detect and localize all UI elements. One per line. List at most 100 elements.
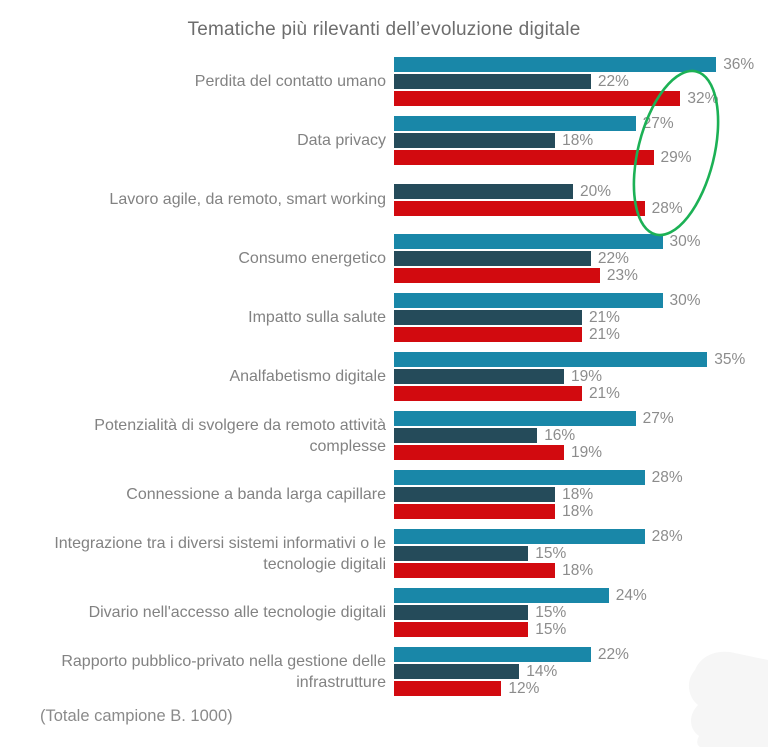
- bar-row: 32%: [394, 91, 754, 106]
- chart-category-group: Perdita del contatto umano 36% 22% 32%: [36, 57, 754, 107]
- bar-group: 35% 19% 21%: [394, 352, 745, 401]
- bar-row: 28%: [394, 529, 683, 544]
- bar-row: 18%: [394, 133, 692, 148]
- category-label: Data privacy: [297, 132, 386, 149]
- bar-group: 28% 18% 18%: [394, 470, 683, 519]
- red-series-bar: [394, 327, 582, 342]
- value-label: 18%: [562, 486, 594, 503]
- category-label: Connessione a banda larga capillare: [126, 486, 386, 503]
- red-series-bar: [394, 91, 681, 106]
- bar-group: 20% 28%: [394, 175, 683, 224]
- category-label: Impatto sulla salute: [248, 309, 386, 326]
- value-label: 14%: [526, 663, 558, 680]
- bar-row: 30%: [394, 293, 701, 308]
- value-label: 28%: [651, 469, 683, 486]
- value-label: 30%: [669, 233, 701, 250]
- teal-series-bar: [394, 57, 717, 72]
- red-series-bar: [394, 563, 556, 578]
- dark-series-bar: [394, 133, 556, 148]
- value-label: 18%: [562, 562, 594, 579]
- chart-category-group: Connessione a banda larga capillare 28% 18…: [36, 470, 754, 520]
- bar-row: 20%: [394, 183, 683, 199]
- value-label: 21%: [588, 326, 620, 343]
- bar-row: 18%: [394, 504, 683, 519]
- bar-row: 15%: [394, 546, 683, 561]
- chart-category-group: Impatto sulla salute 30% 21% 21%: [36, 293, 754, 343]
- bar-row: 23%: [394, 268, 701, 283]
- value-label: 19%: [571, 444, 603, 461]
- bar-row: 18%: [394, 563, 683, 578]
- bar-row: 22%: [394, 251, 701, 266]
- value-label: 18%: [562, 503, 594, 520]
- bar-group: 36% 22% 32%: [394, 57, 754, 106]
- bar-row: 27%: [394, 116, 692, 131]
- bar-row: 21%: [394, 386, 745, 401]
- value-label: 36%: [723, 56, 755, 73]
- bar-group: 22% 14% 12%: [394, 647, 629, 696]
- category-label: Consumo energetico: [238, 250, 386, 267]
- bar-group: 30% 22% 23%: [394, 234, 701, 283]
- teal-series-bar: [394, 588, 609, 603]
- bar-row: 21%: [394, 310, 701, 325]
- value-label: 15%: [535, 621, 567, 638]
- category-label: Divario nell'accesso alle tecnologie dig…: [88, 604, 386, 621]
- red-series-bar: [394, 268, 600, 283]
- bar-row: 14%: [394, 664, 629, 679]
- bar-row: 12%: [394, 681, 629, 696]
- bar-group: 30% 21% 21%: [394, 293, 701, 342]
- value-label: 27%: [642, 410, 674, 427]
- bar-chart: Perdita del contatto umano 36% 22% 32% Data …: [36, 57, 754, 706]
- value-label: 28%: [651, 199, 683, 217]
- value-label: 12%: [508, 680, 540, 697]
- red-series-bar: [394, 504, 556, 519]
- category-label: Potenzialità di svolgere da remoto attiv…: [94, 416, 386, 455]
- bar-row: 16%: [394, 428, 674, 443]
- dark-series-bar: [394, 605, 529, 620]
- teal-series-bar: [394, 116, 636, 131]
- bar-row: 19%: [394, 445, 674, 460]
- category-label: Analfabetismo digitale: [229, 368, 386, 385]
- bar-row: 21%: [394, 327, 701, 342]
- value-label: 24%: [615, 587, 647, 604]
- bar-row: 18%: [394, 487, 683, 502]
- bar-row: 15%: [394, 622, 647, 637]
- chart-category-group: Divario nell'accesso alle tecnologie dig…: [36, 588, 754, 638]
- dark-series-bar: [394, 428, 538, 443]
- chart-category-group: Consumo energetico 30% 22% 23%: [36, 234, 754, 284]
- value-label: 30%: [669, 292, 701, 309]
- dark-series-bar: [394, 664, 520, 679]
- chart-category-group: Potenzialità di svolgere da remoto attiv…: [36, 411, 754, 461]
- bar-row: 24%: [394, 588, 647, 603]
- teal-series-bar: [394, 470, 645, 485]
- dark-series-bar: [394, 74, 591, 89]
- category-label: Integrazione tra i diversi sistemi infor…: [54, 534, 386, 573]
- teal-series-bar: [394, 352, 708, 367]
- red-series-bar: [394, 445, 565, 460]
- category-label: Perdita del contatto umano: [194, 73, 386, 90]
- sample-footnote: (Totale campione B. 1000): [40, 707, 233, 725]
- dark-series-bar: [394, 310, 582, 325]
- bar-row: 28%: [394, 470, 683, 485]
- value-label: 18%: [562, 132, 594, 149]
- dark-series-bar: [394, 251, 591, 266]
- bar-group: 27% 18% 29%: [394, 116, 692, 165]
- chart-title: Tematiche più rilevanti dell’evoluzione …: [187, 19, 581, 40]
- bar-row: 19%: [394, 369, 745, 384]
- bar-row: 36%: [394, 57, 754, 72]
- chart-category-group: Lavoro agile, da remoto, smart working 20…: [36, 175, 754, 224]
- bar-row: 27%: [394, 411, 674, 426]
- bar-row: 22%: [394, 74, 754, 89]
- red-series-bar: [394, 200, 645, 216]
- chart-category-group: Integrazione tra i diversi sistemi infor…: [36, 529, 754, 579]
- bar-group: 28% 15% 18%: [394, 529, 683, 578]
- value-label: 22%: [597, 646, 629, 663]
- value-label: 22%: [597, 73, 629, 90]
- bar-row: 22%: [394, 647, 629, 662]
- bar-group: 24% 15% 15%: [394, 588, 647, 637]
- dark-series-bar: [394, 369, 565, 384]
- value-label: 28%: [651, 528, 683, 545]
- chart-category-group: Analfabetismo digitale 35% 19% 21%: [36, 352, 754, 402]
- value-label: 19%: [571, 368, 603, 385]
- value-label: 23%: [606, 267, 638, 284]
